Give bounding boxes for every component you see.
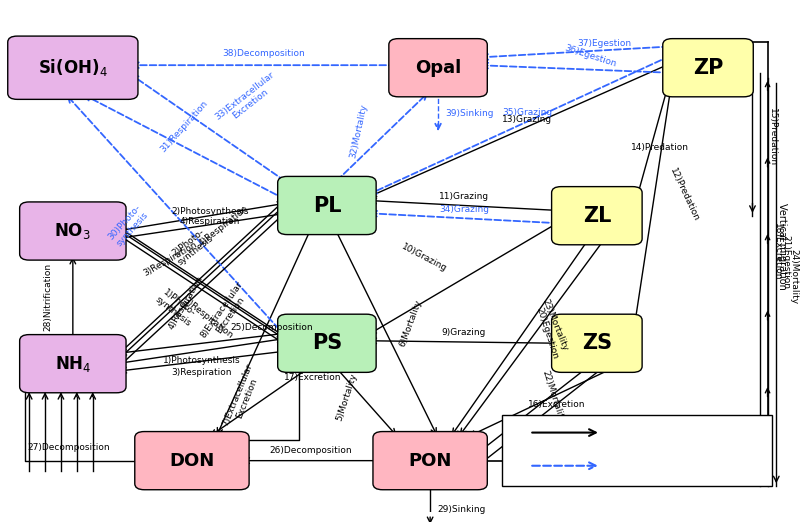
Text: 4)Respiration: 4)Respiration xyxy=(197,204,250,248)
Text: NH$_4$: NH$_4$ xyxy=(54,354,91,374)
Text: 20)Egestion: 20)Egestion xyxy=(534,306,560,360)
Text: 16)Excretion: 16)Excretion xyxy=(529,400,586,409)
Text: 4)Respiration: 4)Respiration xyxy=(167,274,205,331)
Text: Opal: Opal xyxy=(415,59,461,77)
FancyBboxPatch shape xyxy=(389,39,487,97)
Text: 13)Grazing: 13)Grazing xyxy=(502,114,553,124)
Text: 23)Mortality: 23)Mortality xyxy=(541,298,570,353)
Text: 38)Decomposition: 38)Decomposition xyxy=(222,50,305,58)
Text: 30)Photo-
synthesis: 30)Photo- synthesis xyxy=(106,203,150,249)
Text: 26)Decomposition: 26)Decomposition xyxy=(270,446,352,455)
Text: 7)Extracellular
Excretion: 7)Extracellular Excretion xyxy=(221,362,263,431)
Text: PON: PON xyxy=(409,452,452,470)
Text: Silicon flow: Silicon flow xyxy=(613,461,676,471)
Text: Nitrogen flow: Nitrogen flow xyxy=(615,428,690,437)
Text: 25)Decomposition: 25)Decomposition xyxy=(230,324,313,333)
Text: 33)Extracellular
Excretion: 33)Extracellular Excretion xyxy=(213,70,282,129)
FancyBboxPatch shape xyxy=(20,335,126,393)
FancyBboxPatch shape xyxy=(20,202,126,260)
Text: 34)Grazing: 34)Grazing xyxy=(439,205,489,213)
FancyBboxPatch shape xyxy=(278,314,376,372)
FancyBboxPatch shape xyxy=(662,39,754,97)
Text: 39)Sinking: 39)Sinking xyxy=(446,109,494,118)
Text: 24)Mortality: 24)Mortality xyxy=(790,250,798,304)
FancyBboxPatch shape xyxy=(8,36,138,99)
Text: 11)Grazing: 11)Grazing xyxy=(439,192,489,201)
Text: 15)Predation: 15)Predation xyxy=(768,108,777,165)
Text: 1)Photo-
synthesis: 1)Photo- synthesis xyxy=(154,287,199,328)
FancyBboxPatch shape xyxy=(134,432,249,490)
Text: 32)Mortality: 32)Mortality xyxy=(349,103,369,159)
Text: NO$_3$: NO$_3$ xyxy=(54,221,91,241)
Text: 28)Nitrification: 28)Nitrification xyxy=(43,263,52,331)
Text: 5)Mortality: 5)Mortality xyxy=(335,372,358,422)
Text: 3)Respiration: 3)Respiration xyxy=(172,368,232,377)
Text: 3)Respiration: 3)Respiration xyxy=(142,240,198,278)
Text: 8)Extracellular
Excretion: 8)Extracellular Excretion xyxy=(198,280,253,346)
Text: ZS: ZS xyxy=(582,333,612,353)
Text: 9)Grazing: 9)Grazing xyxy=(442,328,486,337)
Text: 21)Egestion: 21)Egestion xyxy=(782,234,790,289)
Text: ZP: ZP xyxy=(693,58,723,78)
FancyBboxPatch shape xyxy=(502,414,771,486)
Text: 6)Mortality: 6)Mortality xyxy=(398,298,423,348)
FancyBboxPatch shape xyxy=(552,314,642,372)
Text: 2)Photosynthesis: 2)Photosynthesis xyxy=(171,207,249,217)
Text: 12)Predation: 12)Predation xyxy=(668,167,701,223)
Text: 35)Grazing: 35)Grazing xyxy=(502,108,553,117)
Text: 37)Egestion: 37)Egestion xyxy=(578,39,632,48)
FancyBboxPatch shape xyxy=(278,176,376,234)
Text: 22)Mortality: 22)Mortality xyxy=(540,369,566,424)
Text: PS: PS xyxy=(312,333,342,353)
Text: 4)Respiration: 4)Respiration xyxy=(180,217,240,227)
Text: 3)Respiration: 3)Respiration xyxy=(182,295,234,340)
Text: 1)Photosynthesis: 1)Photosynthesis xyxy=(163,355,241,365)
Text: Si(OH)$_4$: Si(OH)$_4$ xyxy=(38,57,108,78)
Text: 14)Predation: 14)Predation xyxy=(631,144,690,152)
Text: 31)Respiration: 31)Respiration xyxy=(158,99,210,154)
Text: ZL: ZL xyxy=(582,206,611,226)
Text: 29)Sinking: 29)Sinking xyxy=(438,505,486,514)
Text: 2)Photo-
synthesis: 2)Photo- synthesis xyxy=(169,226,214,267)
Text: 19)Egestion: 19)Egestion xyxy=(554,419,608,428)
FancyBboxPatch shape xyxy=(373,432,487,490)
Text: 17)Excretion: 17)Excretion xyxy=(284,373,342,382)
Text: 36)Egestion: 36)Egestion xyxy=(564,44,618,69)
Text: Vertical migration: Vertical migration xyxy=(777,203,787,290)
Text: PL: PL xyxy=(313,196,341,216)
Text: 27)Decomposition: 27)Decomposition xyxy=(27,443,110,453)
FancyBboxPatch shape xyxy=(552,187,642,245)
Text: 18)Excretion: 18)Excretion xyxy=(774,223,782,280)
Text: DON: DON xyxy=(170,452,214,470)
Text: 10)Grazing: 10)Grazing xyxy=(400,242,449,274)
